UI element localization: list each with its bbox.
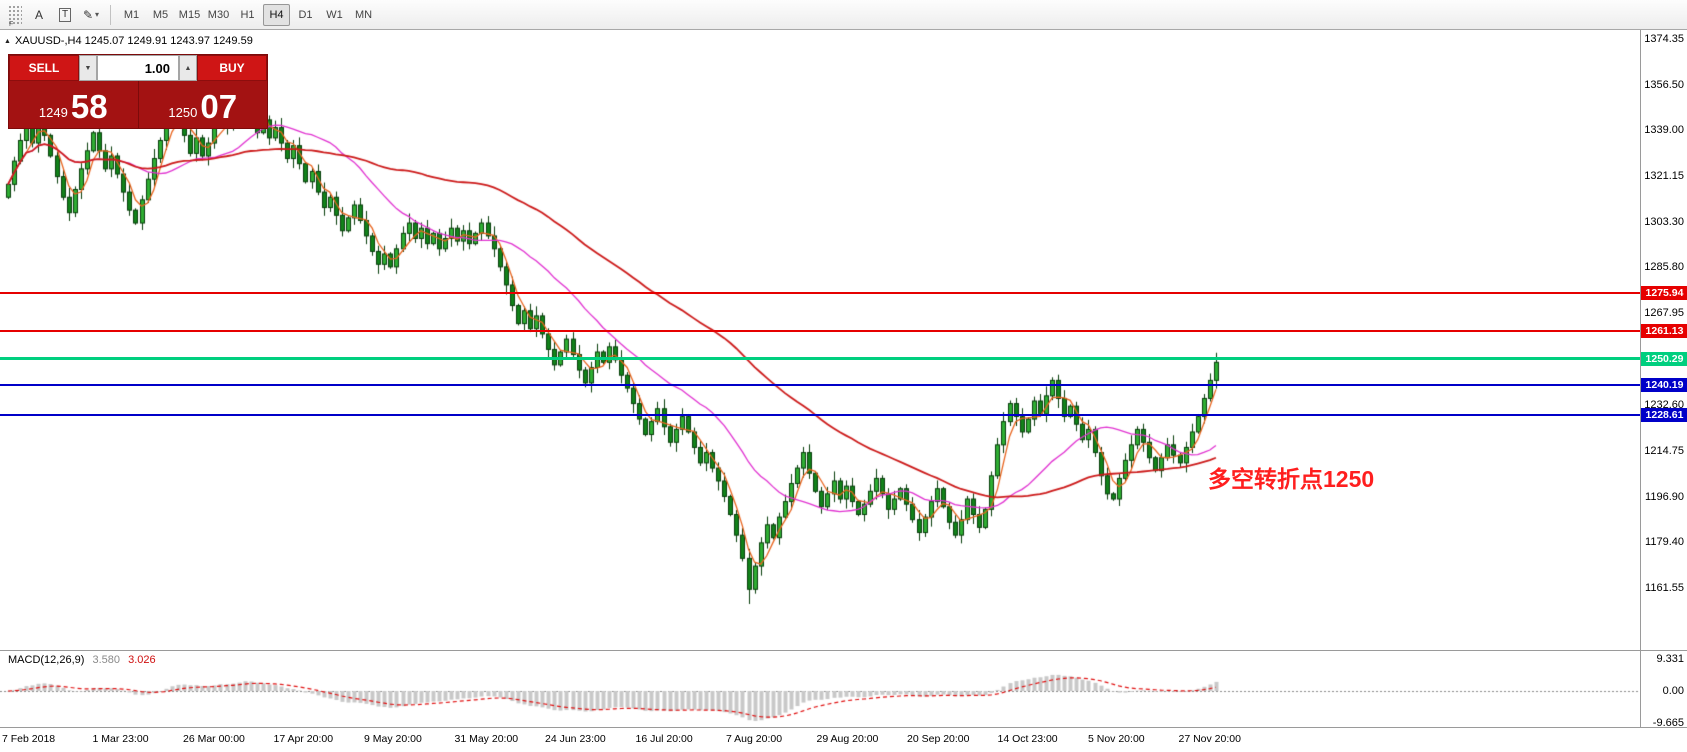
date-axis-label: 5 Nov 20:00 [1088,733,1145,745]
date-axis-label: 7 Aug 20:00 [726,733,783,745]
date-axis-label: 1 Mar 23:00 [92,733,149,745]
macd-main-value: 3.580 [92,654,121,666]
date-axis-label: 29 Aug 20:00 [816,733,879,745]
price-axis-label: 1321.15 [1644,170,1684,183]
timeframe-button-m15[interactable]: M15 [178,8,201,21]
price-line-badge: 1275.94 [1641,285,1687,300]
macd-signal-value: 3.026 [128,654,156,666]
timeframe-button-h1[interactable]: H1 [240,8,255,21]
timeframe-button-m1[interactable]: M1 [123,8,140,21]
macd-axis-label: 9.331 [1656,653,1684,665]
date-axis-label: 16 Jul 20:00 [635,733,693,745]
chart-text-annotation[interactable]: 多空转折点1250 [1208,466,1375,492]
macd-axis[interactable]: 9.331 0.00 -9.665 [1640,650,1687,729]
toolbar-grip-icon[interactable]: F [8,4,22,28]
sell-price-display[interactable]: 1249 58 [9,81,138,128]
timeframe-button-m5[interactable]: M5 [152,8,169,21]
date-axis[interactable]: 7 Feb 2018 1 Mar 23:00 26 Mar 00:00 17 Apr … [0,727,1687,752]
price-line-badge: 1250.29 [1641,351,1687,366]
macd-title: MACD(12,26,9) [8,654,85,666]
price-axis-label: 1356.50 [1644,79,1684,92]
toolbar: F A T ✎ ▾ M1 M5 M15 M30 H1 H4 D1 W1 MN [0,0,1687,30]
price-axis-label: 1179.40 [1645,535,1684,548]
horizontal-price-line-1240.19[interactable] [0,384,1640,387]
text-label-tool-button[interactable]: A [27,3,51,27]
price-axis-label: 1339.00 [1644,124,1684,137]
price-axis-label: 1374.35 [1644,33,1684,45]
price-axis-label: 1267.95 [1644,307,1684,320]
date-axis-label: 31 May 20:00 [454,733,519,745]
symbol-ohlc-text: XAUUSD-,H4 1245.07 1249.91 1243.97 1249.… [14,35,253,47]
draw-tool-button[interactable]: ✎ ▾ [79,3,103,27]
price-axis-label: 1161.55 [1645,581,1684,594]
main-chart-area[interactable]: ▲ XAUUSD-,H4 1245.07 1249.91 1243.97 124… [0,30,1640,650]
pencil-icon: ✎ [82,7,94,22]
price-axis-label: 1232.60 [1644,398,1684,411]
horizontal-price-line-1250.29[interactable] [0,357,1640,361]
buy-price-display[interactable]: 1250 07 [139,81,268,128]
date-axis-label: 27 Nov 20:00 [1178,733,1241,745]
horizontal-price-line-1261.13[interactable] [0,330,1640,333]
horizontal-price-line-1228.61[interactable] [0,413,1640,416]
price-axis-label: 1285.80 [1644,261,1684,274]
date-axis-label: 7 Feb 2018 [2,733,56,745]
timeframe-button-mn[interactable]: MN [354,8,373,21]
one-click-trading-panel: SELL ▼ ▲ BUY 1249 58 1250 07 [8,54,268,129]
date-axis-label: 20 Sep 20:00 [907,733,970,745]
toolbar-separator [110,4,111,25]
price-line-badge: 1261.13 [1641,324,1687,339]
volume-increase-button[interactable]: ▲ [179,55,197,81]
timeframe-button-h4[interactable]: H4 [263,3,290,26]
macd-axis-label: 0.00 [1662,685,1684,697]
macd-axis-label: -9.665 [1652,717,1684,729]
textbox-tool-button[interactable]: T [53,3,77,27]
bid-price-minor: 58 [70,88,108,125]
candlestick-chart-canvas[interactable] [0,30,1640,650]
price-axis-label: 1196.90 [1645,490,1684,503]
ask-price-minor: 07 [200,88,238,125]
price-line-badge: 1228.61 [1641,407,1687,422]
text-label-icon: A [34,7,43,22]
textbox-icon: T [58,7,72,22]
macd-chart-canvas[interactable] [0,651,1640,727]
caret-up-icon: ▲ [184,64,192,72]
timeframe-button-w1[interactable]: W1 [326,8,343,21]
date-axis-label: 17 Apr 20:00 [273,733,334,745]
bid-price-major: 1249 [38,105,68,120]
price-axis[interactable]: 1275.94 1261.13 1250.29 1240.19 1228.61 1374.… [1640,30,1687,650]
macd-indicator-label: MACD(12,26,9) 3.580 3.026 [8,654,156,666]
timeframe-button-m30[interactable]: M30 [207,8,230,21]
symbol-ohlc-line: ▲ XAUUSD-,H4 1245.07 1249.91 1243.97 124… [4,35,253,47]
date-axis-label: 9 May 20:00 [364,733,422,745]
quote-divider [137,81,139,128]
date-axis-label: 14 Oct 23:00 [997,733,1058,745]
volume-decrease-button[interactable]: ▼ [79,55,97,81]
timeframe-button-d1[interactable]: D1 [298,8,313,21]
date-axis-label: 24 Jun 23:00 [545,733,606,745]
ask-price-major: 1250 [168,105,198,120]
price-line-badge: 1240.19 [1641,378,1687,393]
volume-input[interactable] [97,55,179,81]
caret-down-icon: ▼ [84,64,92,72]
chevron-down-icon: ▾ [95,10,100,19]
macd-indicator-panel[interactable]: MACD(12,26,9) 3.580 3.026 [0,650,1640,727]
price-axis-label: 1303.30 [1644,216,1684,229]
sell-button[interactable]: SELL [9,55,79,81]
collapse-panel-icon[interactable]: ▲ [4,37,11,45]
price-axis-label: 1214.75 [1644,444,1684,457]
date-axis-label: 26 Mar 00:00 [183,733,245,745]
horizontal-price-line-1275.94[interactable] [0,291,1640,294]
grip-badge: F [9,20,14,28]
buy-button[interactable]: BUY [197,55,267,81]
